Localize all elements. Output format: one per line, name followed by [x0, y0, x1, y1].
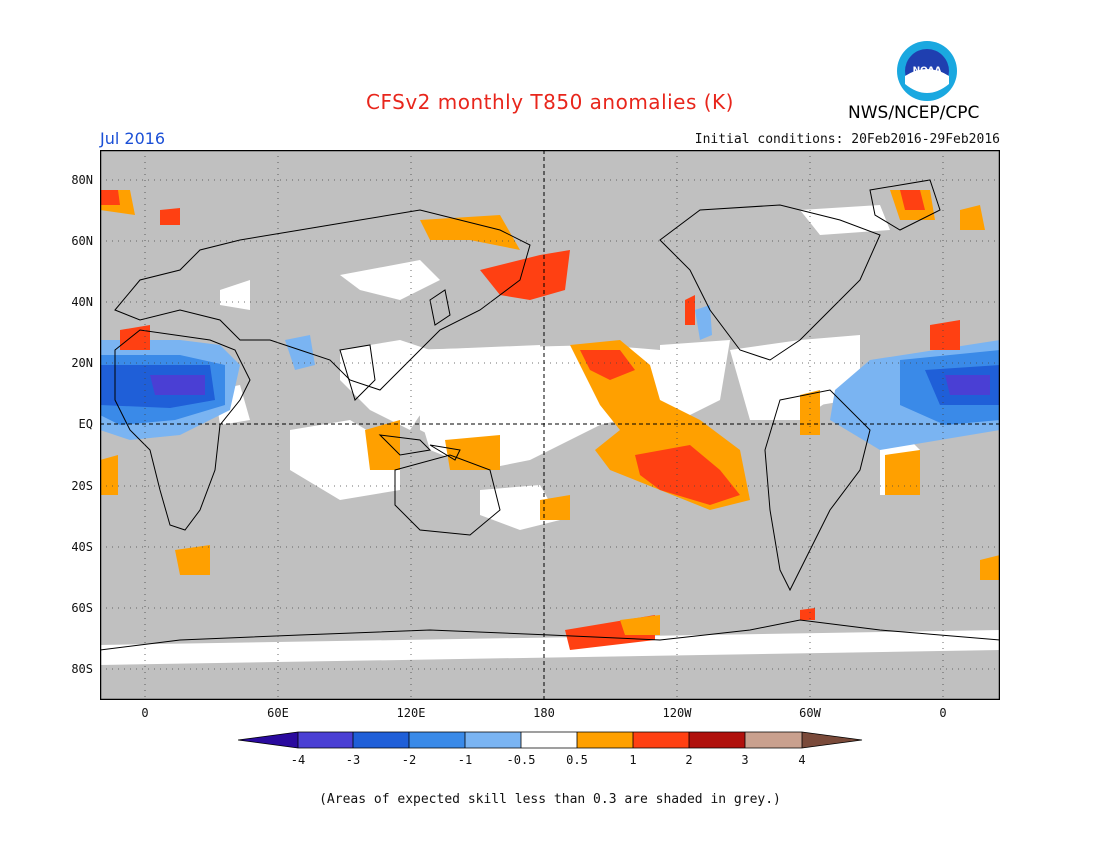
colorbar-label: -3: [345, 753, 361, 767]
colorbar-label: -4: [290, 753, 306, 767]
colorbar-swatch: [577, 732, 633, 748]
noaa-logo-icon: NOAA: [897, 41, 957, 101]
lon-label: 60E: [267, 706, 289, 720]
negative-anomalies: [100, 305, 1000, 450]
colorbar-left-arrow: [238, 732, 298, 748]
lat-label: EQ: [78, 417, 93, 431]
coastlines: [100, 179, 1000, 651]
colorbar-swatch: [353, 732, 409, 748]
colorbar-label: -1: [457, 753, 473, 767]
lat-label: 60N: [71, 234, 93, 248]
lon-label: 120W: [662, 706, 692, 720]
colorbar-swatch: [633, 732, 689, 748]
map-frame: [100, 150, 1000, 700]
lat-label: 40S: [71, 540, 93, 554]
colorbar-label: 2: [685, 753, 693, 767]
colorbar-swatch: [409, 732, 465, 748]
colorbar-label: 0.5: [566, 753, 588, 767]
colorbar-label: 3: [741, 753, 749, 767]
colorbar-swatch: [465, 732, 521, 748]
colorbar-right-arrow: [802, 732, 862, 748]
colorbar-label: -2: [401, 753, 417, 767]
lon-label: 60W: [799, 706, 821, 720]
lat-label: 80N: [71, 173, 93, 187]
lat-label: 60S: [71, 601, 93, 615]
forecast-month: Jul 2016: [100, 129, 166, 148]
colorbar-swatch: [745, 732, 802, 748]
positive-anomalies: [100, 190, 1000, 650]
map-title: CFSv2 monthly T850 anomalies (K): [366, 90, 734, 114]
colorbar-label: 1: [629, 753, 637, 767]
lat-label: 20S: [71, 479, 93, 493]
initial-conditions: Initial conditions: 20Feb2016-29Feb2016: [694, 132, 1000, 147]
colorbar: [238, 731, 863, 749]
lon-label: 0: [939, 706, 947, 720]
lat-label: 20N: [71, 356, 93, 370]
colorbar-swatch: [521, 732, 577, 748]
anomaly-map: [100, 150, 1000, 700]
lat-label: 40N: [71, 295, 93, 309]
graticule: [100, 150, 1000, 700]
lat-label: 80S: [71, 662, 93, 676]
skill-note: (Areas of expected skill less than 0.3 a…: [319, 792, 781, 807]
agency-label: NWS/NCEP/CPC: [848, 103, 980, 123]
svg-text:NOAA: NOAA: [913, 66, 942, 76]
colorbar-label: 4: [798, 753, 806, 767]
lon-label: 0: [141, 706, 149, 720]
lon-label: 120E: [396, 706, 426, 720]
colorbar-label: -0.5: [506, 753, 536, 767]
colorbar-swatch: [689, 732, 745, 748]
colorbar-swatch: [298, 732, 353, 748]
lon-label: 180: [533, 706, 555, 720]
